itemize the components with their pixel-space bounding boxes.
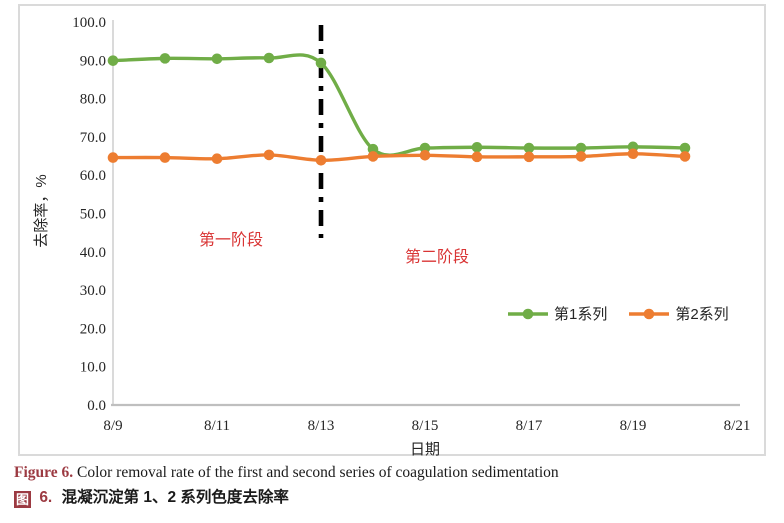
- series-2-data-point-marker: [263, 149, 275, 161]
- legend-series-1-label: 第1系列: [554, 306, 608, 323]
- series-2-data-point-marker: [315, 154, 327, 166]
- x-tick-label: 8/21: [724, 418, 751, 434]
- legend-item-series-2: 第2系列: [629, 303, 729, 324]
- legend-item-series-1: 第1系列: [508, 303, 607, 324]
- series-1-data-point-marker: [367, 143, 379, 155]
- y-tick-label: 30.0: [80, 283, 106, 299]
- legend-series-2-label: 第2系列: [675, 306, 729, 323]
- figure-caption-en-label: Figure 6.: [14, 464, 74, 481]
- legend-series-1-line-icon: [508, 308, 548, 319]
- series-1-data-point-marker: [419, 142, 431, 154]
- series-1-data-point-marker: [679, 142, 691, 154]
- series-2-data-point-marker: [471, 151, 483, 163]
- series-2-data-point-marker: [367, 151, 379, 162]
- x-tick-label: 8/15: [412, 418, 439, 434]
- series-1-data-point-marker: [107, 55, 119, 66]
- annotation-stage-1: 第一阶段: [199, 232, 264, 249]
- x-tick-label: 8/17: [516, 418, 543, 434]
- y-tick-label: 60.0: [80, 168, 106, 184]
- x-tick-label: 8/9: [103, 418, 122, 434]
- series-2-data-point-marker: [419, 149, 431, 161]
- series-2-data-point-marker: [211, 153, 223, 165]
- series-1-data-point-marker: [263, 52, 275, 64]
- series-2-data-point-marker: [107, 152, 119, 163]
- series-2-data-point-marker: [679, 151, 691, 162]
- y-tick-label: 90.0: [80, 53, 106, 69]
- series-1-data-point-marker: [575, 142, 587, 154]
- figure-caption-zh-icon: 图: [14, 491, 31, 508]
- y-tick-label: 10.0: [80, 360, 106, 376]
- y-tick-label: 70.0: [80, 130, 106, 146]
- x-axis-title: 日期: [409, 441, 440, 458]
- y-tick-label: 40.0: [80, 245, 106, 261]
- annotation-stage-2: 第二阶段: [405, 249, 470, 266]
- legend: 第1系列 第2系列: [508, 303, 729, 324]
- y-tick-label: 100.0: [72, 15, 106, 31]
- series-line-2: [111, 152, 687, 162]
- x-tick-label: 8/11: [204, 418, 230, 434]
- series-1-data-point-marker: [523, 142, 535, 154]
- y-tick-label: 50.0: [80, 207, 106, 223]
- y-tick-label: 80.0: [80, 92, 106, 108]
- figure-caption-zh: 图 6. 混凝沉淀第 1、2 系列色度去除率: [14, 485, 289, 508]
- x-tick-label: 8/13: [308, 418, 335, 434]
- legend-series-2-line-icon: [629, 308, 670, 319]
- y-tick-label: 20.0: [80, 321, 106, 337]
- y-tick-label: 0.0: [87, 398, 106, 414]
- x-tick-label: 8/19: [620, 418, 647, 434]
- chart-frame: [18, 4, 766, 456]
- series-2-data-point-marker: [627, 148, 639, 160]
- figure-caption-zh-num: 6.: [39, 489, 53, 506]
- series-2-data-point-marker: [159, 152, 171, 163]
- series-1-data-point-marker: [159, 53, 171, 64]
- figure-caption-en: Figure 6. Color removal rate of the firs…: [14, 464, 559, 482]
- series-2-data-point-marker: [523, 151, 535, 163]
- figure-caption-en-text: Color removal rate of the first and seco…: [77, 464, 559, 481]
- y-axis-title: 去除率，%: [33, 174, 50, 248]
- series-1-data-point-marker: [471, 141, 483, 153]
- series-1-data-point-marker: [315, 57, 327, 69]
- series-1-data-point-marker: [211, 53, 223, 65]
- figure-caption-zh-text: 混凝沉淀第 1、2 系列色度去除率: [61, 489, 289, 506]
- series-2-data-point-marker: [575, 151, 587, 162]
- series-line-1: [111, 53, 687, 157]
